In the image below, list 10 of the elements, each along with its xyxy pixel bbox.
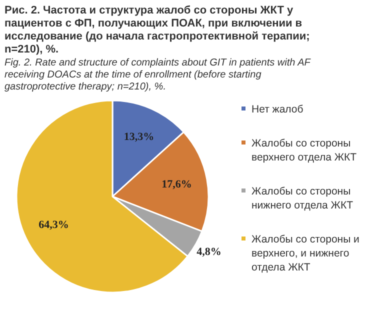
data-label: 17,6% <box>162 178 192 191</box>
data-label: 4,8% <box>196 246 222 258</box>
chart-title: Рис. 2. Частота и структура жалоб со стороны ЖКТ у пациентов с ФП, получающих ПОАК, при включении в исследование (до начала гастропротективной терапии; n=210), %. <box>4 4 310 56</box>
legend-label: Жалобы со стороны нижнего отдела ЖКТ <box>252 186 354 212</box>
legend-label: Жалобы со стороны верхнего отдела ЖКТ <box>252 138 358 164</box>
chart-subtitle: Fig. 2. Rate and structure of complaints about GIT in patients with AF receiving DOACs at the time of enrollment (before starting gastroprotective therapy; n=210), %. <box>4 58 312 92</box>
legend-label: Нет жалоб <box>252 104 304 116</box>
legend-label: Жалобы со стороны и верхнего, и нижнего отдела ЖКТ <box>252 234 360 274</box>
data-label: 64,3% <box>38 218 69 231</box>
data-label: 13,3% <box>124 130 154 143</box>
